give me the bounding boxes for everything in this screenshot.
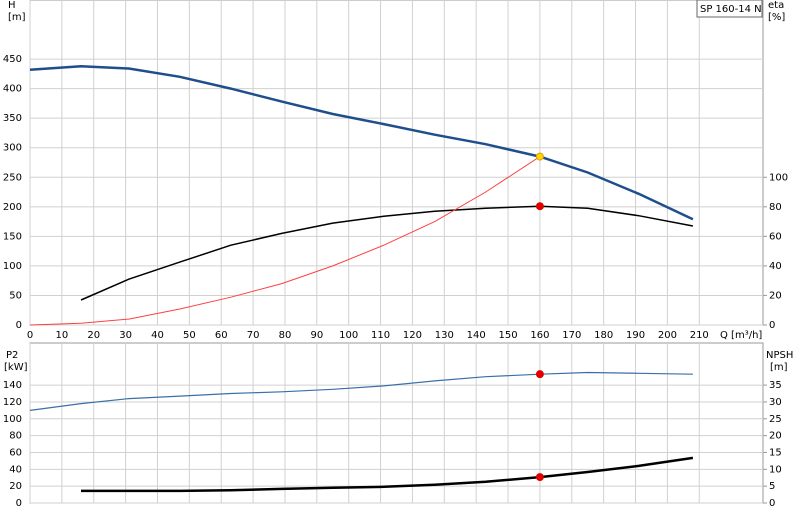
x-tick-label: 60 [215,330,228,341]
y2-axis-unit: [m] [770,362,788,373]
y-axis-unit: [m] [8,12,26,23]
y-tick-label: 20 [9,481,22,492]
x-tick-label: 0 [27,330,33,341]
y-tick-label: 250 [3,172,22,183]
y-tick-label: 350 [3,113,22,124]
y-tick-label: 400 [3,84,22,95]
x-tick-label: 130 [435,330,454,341]
y-tick-label: 60 [9,447,22,458]
y-tick-label: 100 [3,414,22,425]
x-tick-label: 80 [279,330,292,341]
x-tick-label: 190 [626,330,645,341]
y2-axis-unit: [%] [768,12,785,23]
y2-tick-label: 5 [769,481,775,492]
y-tick-label: 50 [9,290,22,301]
y-tick-label: 200 [3,202,22,213]
y-tick-label: 0 [16,498,22,509]
x-tick-label: 160 [530,330,549,341]
x-tick-label: 170 [562,330,581,341]
y2-tick-label: 0 [769,320,775,331]
title-box [696,0,763,18]
y2-tick-label: 15 [769,447,782,458]
x-tick-label: 50 [183,330,196,341]
x-tick-label: 20 [87,330,100,341]
x-tick-label: 150 [498,330,517,341]
plot-area [29,342,764,504]
y-axis-label: P2 [6,350,18,361]
x-axis-label: Q [m³/h] [720,330,762,341]
curve [81,456,694,493]
operating-point [535,473,544,482]
x-tick-label: 70 [247,330,260,341]
y2-tick-label: 20 [769,290,782,301]
y-tick-label: 120 [3,397,22,408]
x-tick-label: 100 [339,330,358,341]
x-tick-label: 140 [467,330,486,341]
x-tick-label: 90 [310,330,323,341]
x-tick-label: 120 [403,330,422,341]
operating-point [535,202,544,211]
curve [29,371,693,411]
y2-axis-label: NPSH [766,350,793,361]
y-axis-label: H [8,0,16,11]
operating-point [535,152,544,161]
y2-tick-label: 80 [769,202,782,213]
y2-tick-label: 35 [769,380,782,391]
curve [29,156,541,326]
x-tick-label: 180 [594,330,613,341]
y2-axis-label: eta [768,0,784,11]
x-tick-label: 40 [151,330,164,341]
y2-tick-label: 0 [769,498,775,509]
y-tick-label: 80 [9,431,22,442]
x-tick-label: 10 [56,330,69,341]
y-tick-label: 40 [9,464,22,475]
chart-title: SP 160-14 N [700,4,762,15]
y2-tick-label: 25 [769,414,782,425]
x-tick-label: 200 [658,330,677,341]
y-tick-label: 300 [3,143,22,154]
y2-tick-label: 60 [769,231,782,242]
x-tick-label: 110 [371,330,390,341]
y2-tick-label: 20 [769,431,782,442]
x-tick-label: 210 [690,330,709,341]
y2-tick-label: 10 [769,464,782,475]
y-axis-unit: [kW] [4,362,28,373]
curve [80,205,694,301]
operating-point [535,370,544,379]
y2-tick-label: 40 [769,261,782,272]
curve [29,64,694,221]
y-tick-label: 450 [3,54,22,65]
y-tick-label: 150 [3,231,22,242]
y-tick-label: 0 [16,320,22,331]
y-tick-label: 100 [3,261,22,272]
y2-tick-label: 100 [769,172,788,183]
y2-tick-label: 30 [769,397,782,408]
y-tick-label: 140 [3,380,22,391]
x-tick-label: 30 [119,330,132,341]
